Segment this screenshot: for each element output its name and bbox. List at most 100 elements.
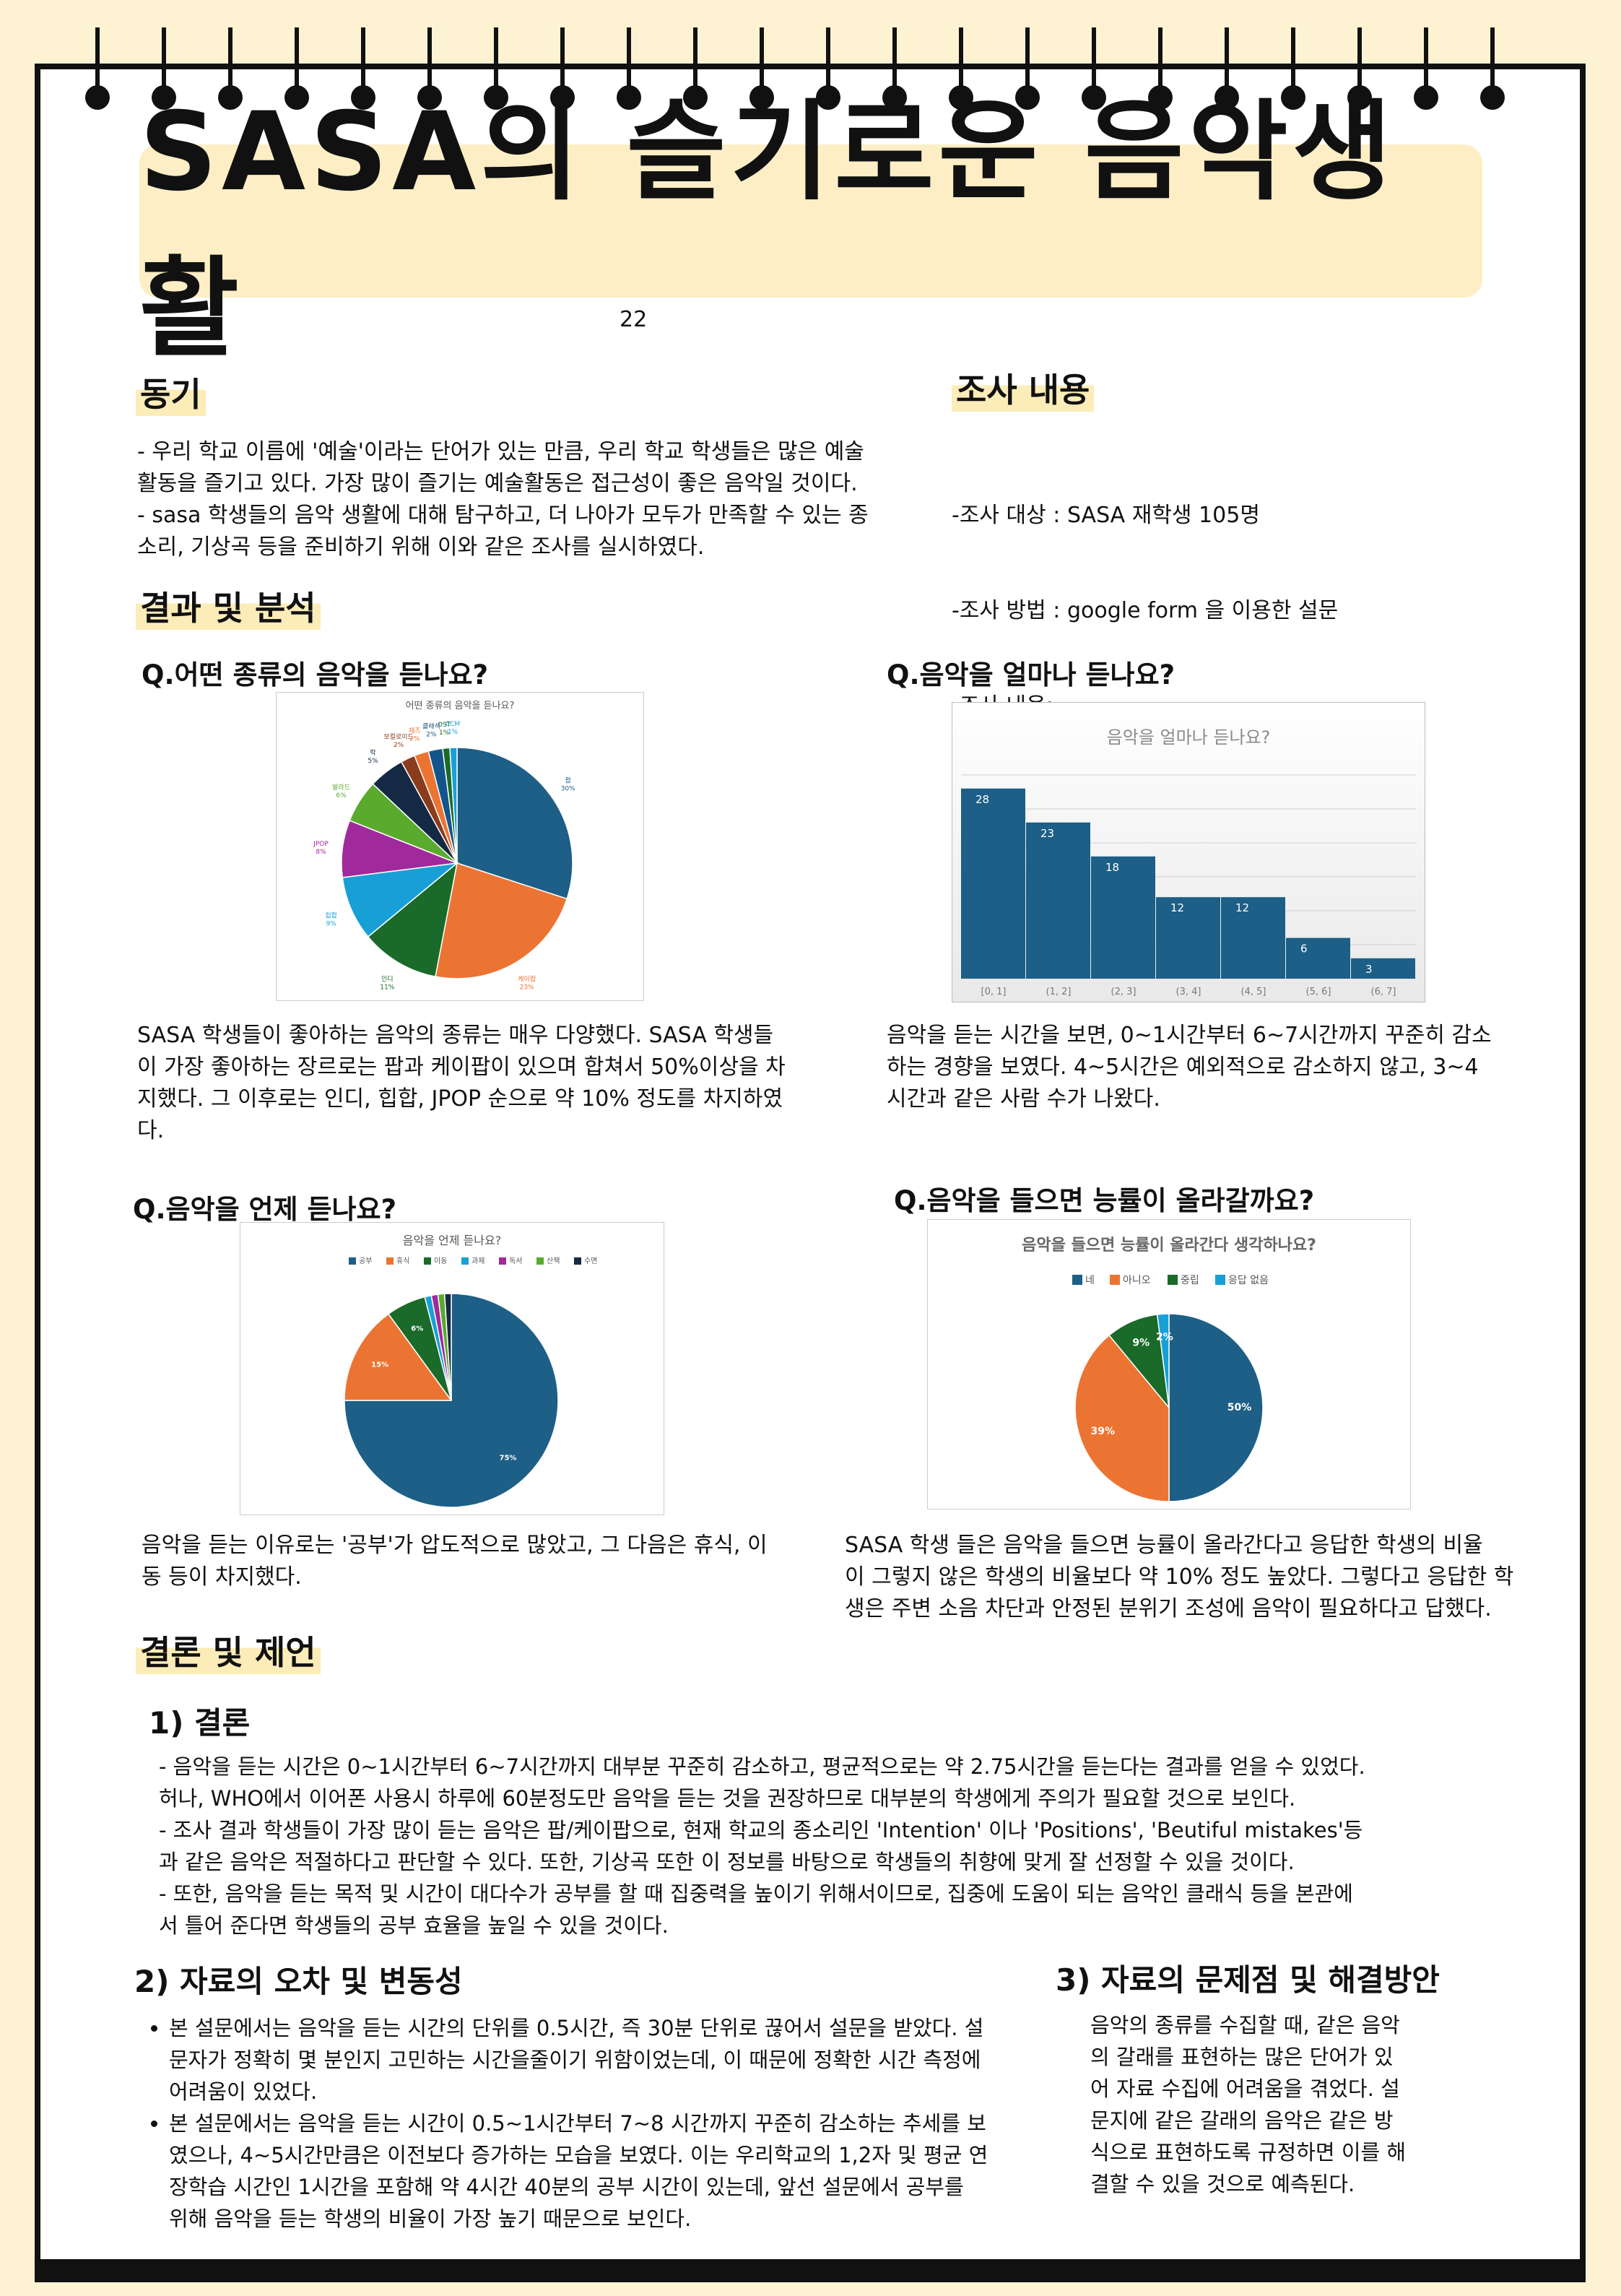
slice-value-label: 50% [1227, 1402, 1252, 1413]
slice-value-label: 30% [561, 785, 575, 792]
when-description: 음악을 듣는 이유로는 '공부'가 압도적으로 많았고, 그 다음은 휴식, 이… [142, 1530, 835, 1593]
ring-hole [284, 85, 309, 110]
x-tick-label: (4, 5] [1241, 987, 1266, 997]
binder-ring [816, 27, 840, 110]
text-line: 하는 경향을 보였다. 4~5시간은 예외적으로 감소하지 않고, 3~4 [887, 1054, 1479, 1080]
binder-ring [1414, 27, 1438, 110]
slice-value-label: 2% [1156, 1332, 1173, 1343]
binder-ring [1347, 27, 1372, 110]
ring-stem [560, 27, 565, 100]
histogram-bar [1026, 822, 1090, 979]
binder-ring [1148, 27, 1173, 110]
ring-hole [1414, 85, 1438, 110]
chart-title: 음악을 얼마나 듣나요? [1107, 727, 1271, 748]
binder-ring [284, 27, 309, 110]
question-efficiency: Q.음악을 들으면 능률이 올라갈까요? [894, 1185, 1315, 1216]
ring-stem [162, 27, 166, 100]
chart-when-box: 음악을 언제 듣나요? 공부 휴식 이동 과제 독서 산책 수면 75% 15% 6% [240, 1222, 664, 1515]
ring-hole [1480, 85, 1505, 110]
text-line: 활동을 즐기고 있다. 가장 많이 즐기는 예술활동은 접근성이 좋은 음악일 … [137, 471, 858, 496]
text-line: 서 틀어 준다면 학생들의 공부 효율을 높일 수 있을 것이다. [159, 1913, 669, 1938]
histogram-bar [1221, 897, 1285, 979]
problem-subheading: 3) 자료의 문제점 및 해결방안 [1056, 1962, 1440, 1998]
histogram-bar [1351, 958, 1415, 979]
x-tick-label: (6, 7] [1371, 987, 1396, 997]
text-line: - 우리 학교 이름에 '예술'이라는 단어가 있는 만큼, 우리 학교 학생들… [137, 439, 864, 464]
slice-value-label: 2% [409, 735, 420, 742]
text-line: 결할 수 있을 것으로 예측된다. [1090, 2172, 1355, 2196]
ring-hole [1015, 85, 1040, 110]
pie-slice-네 [1168, 1313, 1264, 1502]
text-line: 의 갈래를 표현하는 많은 단어가 있 [1090, 2045, 1394, 2069]
text-line: 시간과 같은 사람 수가 나왔다. [887, 1086, 1160, 1112]
x-tick-label: (2, 3] [1111, 987, 1137, 997]
pie-slice-휴식 [344, 1313, 453, 1401]
ring-stem [1490, 27, 1495, 100]
error-text: 본 설문에서는 음악을 듣는 시간의 단위를 0.5시간, 즉 30분 단위로 … [137, 2012, 989, 2235]
chart-genre-box: 어떤 종류의 음악을 듣나요? 팝 30% 케이팝 23% 인디 11% 힙합 9% JPOP 8%… [276, 692, 644, 1001]
slice-value-label: 9% [1132, 1338, 1150, 1349]
ring-hole [1082, 85, 1106, 110]
slice-value-label: 23% [520, 984, 534, 992]
poster-sheet [35, 64, 1586, 2282]
bar-value-label: 28 [975, 793, 989, 806]
legend-label: 산책 [547, 1257, 560, 1265]
ring-stem [1424, 27, 1428, 100]
question-music-type: Q.어떤 종류의 음악을 듣나요? [142, 659, 489, 690]
slice-category-label: JPOP [313, 841, 329, 848]
ring-stem [760, 27, 764, 100]
text-line: SASA 학생 들은 음악을 들으면 능률이 올라간다고 응답한 학생의 비율 [845, 1533, 1483, 1558]
conclusion-subheading: 1) 결론 [149, 1705, 251, 1741]
pie-slice-힙합 [342, 862, 459, 938]
ring-hole [550, 85, 575, 110]
slice-value-label: 9% [326, 920, 336, 927]
legend-swatch [1215, 1275, 1225, 1285]
x-tick-label: (5, 6] [1306, 987, 1331, 997]
bar-value-label: 18 [1105, 861, 1119, 874]
results-heading: 결과 및 분석 [136, 582, 321, 630]
pie-slice-CCM [449, 747, 458, 864]
ring-stem [1092, 27, 1096, 100]
efficiency-pie-chart: 음악을 들으면 능률이 올라간다 생각하나요? 네 아니오 중립 응답 없음 50% 39%… [1022, 1236, 1316, 1502]
efficiency-description: SASA 학생 들은 음악을 들으면 능률이 올라간다고 응답한 학생의 비율 … [845, 1530, 1538, 1625]
text-line: 과 같은 음악은 적절하다고 판단할 수 있다. 또한, 기상곡 또한 이 정보… [159, 1850, 1295, 1874]
slice-category-label: 발라드 [332, 784, 350, 792]
slice-value-label: 2% [394, 742, 404, 749]
when-pie-chart: 음악을 언제 듣나요? 공부 휴식 이동 과제 독서 산책 수면 75% 15% 6% [344, 1234, 597, 1508]
text-line: 동 등이 차지했다. [142, 1564, 302, 1590]
pie-slice-팝 [456, 747, 573, 900]
ring-hole [484, 85, 508, 110]
legend-label: 수면 [584, 1257, 597, 1265]
ring-stem [1158, 27, 1162, 100]
bar-value-label: 23 [1040, 827, 1054, 840]
ring-stem [959, 27, 963, 100]
conclusion-heading: 결론 및 제언 [136, 1626, 321, 1674]
binder-ring [85, 27, 110, 110]
ring-hole [417, 85, 442, 110]
slice-category-label: OST [438, 722, 451, 729]
ring-hole [1347, 85, 1372, 110]
ring-hole [617, 85, 641, 110]
text-line: - sasa 학생들의 음악 생활에 대해 탐구하고, 더 나아가 모두가 만족… [137, 503, 869, 528]
slice-category-label: 케이팝 [518, 975, 536, 984]
slice-category-label: 클래식 [422, 722, 440, 730]
bar-value-label: 3 [1365, 963, 1373, 976]
ring-stem [892, 27, 897, 100]
slice-value-label: 1% [448, 729, 459, 736]
ring-hole [749, 85, 774, 110]
bar-value-label: 12 [1170, 901, 1184, 914]
ring-stem [1025, 27, 1030, 100]
text-line: 음악을 듣는 시간을 보면, 0~1시간부터 6~7시간까지 꾸준히 감소 [887, 1023, 1492, 1048]
ring-stem [1357, 27, 1362, 100]
slice-value-label: 6% [336, 792, 347, 800]
legend-label: 네 [1085, 1275, 1095, 1286]
text-line: - 조사 결과 학생들이 가장 많이 듣는 음악은 팝/케이팝으로, 현재 학교… [159, 1818, 1363, 1842]
text-line: 다. [137, 1118, 165, 1143]
bar-value-label: 12 [1235, 901, 1249, 914]
slice-value-label: 5% [368, 758, 378, 765]
survey-heading: 조사 내용 [952, 364, 1095, 412]
ring-hole [816, 85, 840, 110]
text-line: 소리, 기상곡 등을 준비하기 위해 이와 같은 조사를 실시하였다. [137, 534, 705, 560]
page-number: 22 [620, 307, 648, 332]
